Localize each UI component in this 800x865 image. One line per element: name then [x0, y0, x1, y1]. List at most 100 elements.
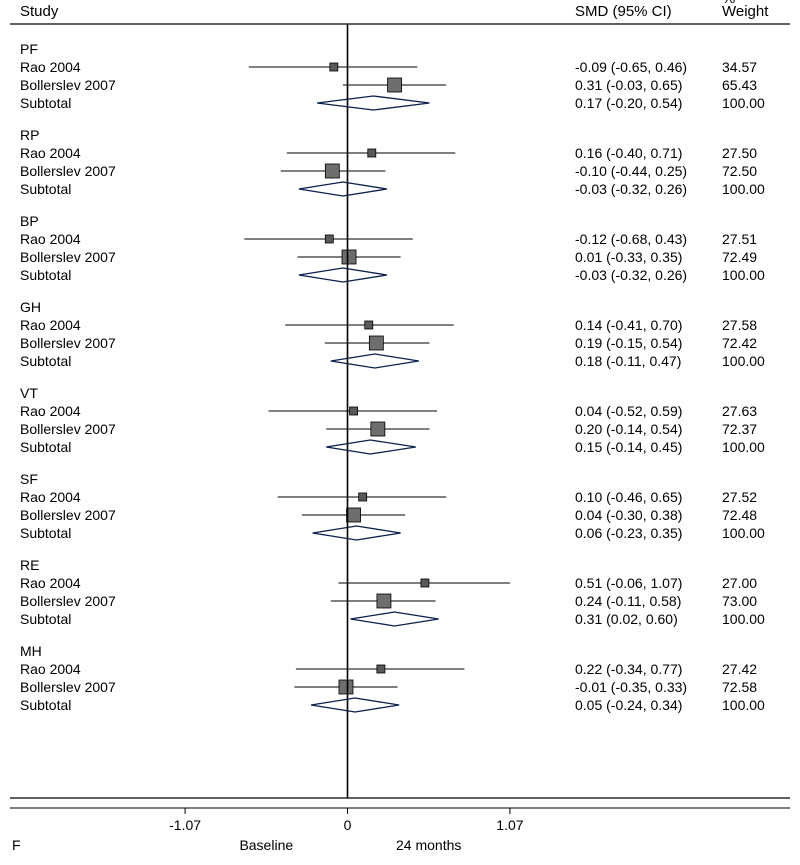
subtotal-weight-text: 100.00 [722, 95, 765, 111]
subtotal-label: Subtotal [20, 611, 71, 627]
smd-text: -0.09 (-0.65, 0.46) [575, 59, 687, 75]
study-label: Rao 2004 [20, 403, 81, 419]
point-marker [350, 407, 358, 415]
weight-text: 73.00 [722, 593, 757, 609]
point-marker [371, 422, 385, 436]
point-marker [339, 680, 353, 694]
axis-left-label: Baseline [239, 837, 293, 853]
subtotal-diamond [299, 182, 387, 196]
forest-plot-figure: { "figure": { "width": 800, "height": 86… [0, 0, 800, 865]
subtotal-label: Subtotal [20, 697, 71, 713]
study-label: Rao 2004 [20, 575, 81, 591]
header-smd: SMD (95% CI) [575, 3, 672, 20]
weight-text: 72.48 [722, 507, 757, 523]
group-label: GH [20, 299, 41, 315]
group-label: RE [20, 557, 39, 573]
group-label: VT [20, 385, 38, 401]
point-marker [342, 250, 356, 264]
smd-text: 0.04 (-0.52, 0.59) [575, 403, 682, 419]
subtotal-weight-text: 100.00 [722, 353, 765, 369]
subtotal-smd-text: -0.03 (-0.32, 0.26) [575, 267, 687, 283]
x-tick-label: -1.07 [169, 817, 201, 833]
smd-text: 0.16 (-0.40, 0.71) [575, 145, 682, 161]
weight-text: 27.51 [722, 231, 757, 247]
study-label: Bollerslev 2007 [20, 421, 116, 437]
x-tick-label: 0 [344, 817, 352, 833]
study-label: Rao 2004 [20, 59, 81, 75]
weight-text: 27.58 [722, 317, 757, 333]
group-label: MH [20, 643, 42, 659]
subtotal-label: Subtotal [20, 353, 71, 369]
subtotal-weight-text: 100.00 [722, 697, 765, 713]
study-label: Rao 2004 [20, 145, 81, 161]
subtotal-diamond [331, 354, 419, 368]
subtotal-label: Subtotal [20, 267, 71, 283]
subtotal-smd-text: 0.18 (-0.11, 0.47) [575, 353, 681, 369]
study-label: Rao 2004 [20, 231, 81, 247]
smd-text: 0.31 (-0.03, 0.65) [575, 77, 682, 93]
subtotal-diamond [311, 698, 399, 712]
subtotal-weight-text: 100.00 [722, 611, 765, 627]
group-label: BP [20, 213, 39, 229]
subtotal-diamond [351, 612, 439, 626]
point-marker [359, 493, 367, 501]
smd-text: -0.12 (-0.68, 0.43) [575, 231, 687, 247]
subtotal-smd-text: 0.17 (-0.20, 0.54) [575, 95, 682, 111]
point-marker [388, 78, 402, 92]
weight-text: 27.52 [722, 489, 757, 505]
study-label: Bollerslev 2007 [20, 163, 116, 179]
study-label: Rao 2004 [20, 661, 81, 677]
weight-text: 72.42 [722, 335, 757, 351]
subtotal-label: Subtotal [20, 181, 71, 197]
point-marker [347, 508, 361, 522]
weight-text: 27.50 [722, 145, 757, 161]
smd-text: -0.10 (-0.44, 0.25) [575, 163, 687, 179]
point-marker [365, 321, 373, 329]
subtotal-label: Subtotal [20, 439, 71, 455]
study-label: Rao 2004 [20, 317, 81, 333]
smd-text: 0.20 (-0.14, 0.54) [575, 421, 682, 437]
point-marker [330, 63, 338, 71]
point-marker [369, 336, 383, 350]
axis-right-label: 24 months [396, 837, 461, 853]
subtotal-diamond [299, 268, 387, 282]
study-label: Bollerslev 2007 [20, 679, 116, 695]
subtotal-smd-text: -0.03 (-0.32, 0.26) [575, 181, 687, 197]
point-marker [421, 579, 429, 587]
smd-text: 0.04 (-0.30, 0.38) [575, 507, 682, 523]
weight-text: 27.00 [722, 575, 757, 591]
point-marker [325, 164, 339, 178]
subtotal-diamond [313, 526, 401, 540]
group-label: RP [20, 127, 39, 143]
subtotal-weight-text: 100.00 [722, 525, 765, 541]
group-label: SF [20, 471, 38, 487]
group-label: PF [20, 41, 38, 57]
forest-plot-svg: StudySMD (95% CI)%WeightPFRao 2004-0.09 … [0, 0, 800, 865]
study-label: Bollerslev 2007 [20, 593, 116, 609]
weight-text: 34.57 [722, 59, 757, 75]
point-marker [377, 594, 391, 608]
header-study: Study [20, 3, 59, 20]
x-tick-label: 1.07 [496, 817, 523, 833]
study-label: Bollerslev 2007 [20, 335, 116, 351]
subtotal-smd-text: 0.05 (-0.24, 0.34) [575, 697, 682, 713]
point-marker [368, 149, 376, 157]
smd-text: 0.19 (-0.15, 0.54) [575, 335, 682, 351]
smd-text: 0.14 (-0.41, 0.70) [575, 317, 682, 333]
weight-text: 72.50 [722, 163, 757, 179]
subtotal-label: Subtotal [20, 525, 71, 541]
study-label: Bollerslev 2007 [20, 507, 116, 523]
weight-text: 72.58 [722, 679, 757, 695]
subtotal-diamond [317, 96, 429, 110]
subtotal-weight-text: 100.00 [722, 181, 765, 197]
subtotal-weight-text: 100.00 [722, 439, 765, 455]
subtotal-weight-text: 100.00 [722, 267, 765, 283]
study-label: Bollerslev 2007 [20, 249, 116, 265]
study-label: Bollerslev 2007 [20, 77, 116, 93]
smd-text: 0.51 (-0.06, 1.07) [575, 575, 682, 591]
subtotal-smd-text: 0.31 (0.02, 0.60) [575, 611, 678, 627]
smd-text: 0.10 (-0.46, 0.65) [575, 489, 682, 505]
smd-text: 0.22 (-0.34, 0.77) [575, 661, 682, 677]
point-marker [377, 665, 385, 673]
weight-text: 27.63 [722, 403, 757, 419]
